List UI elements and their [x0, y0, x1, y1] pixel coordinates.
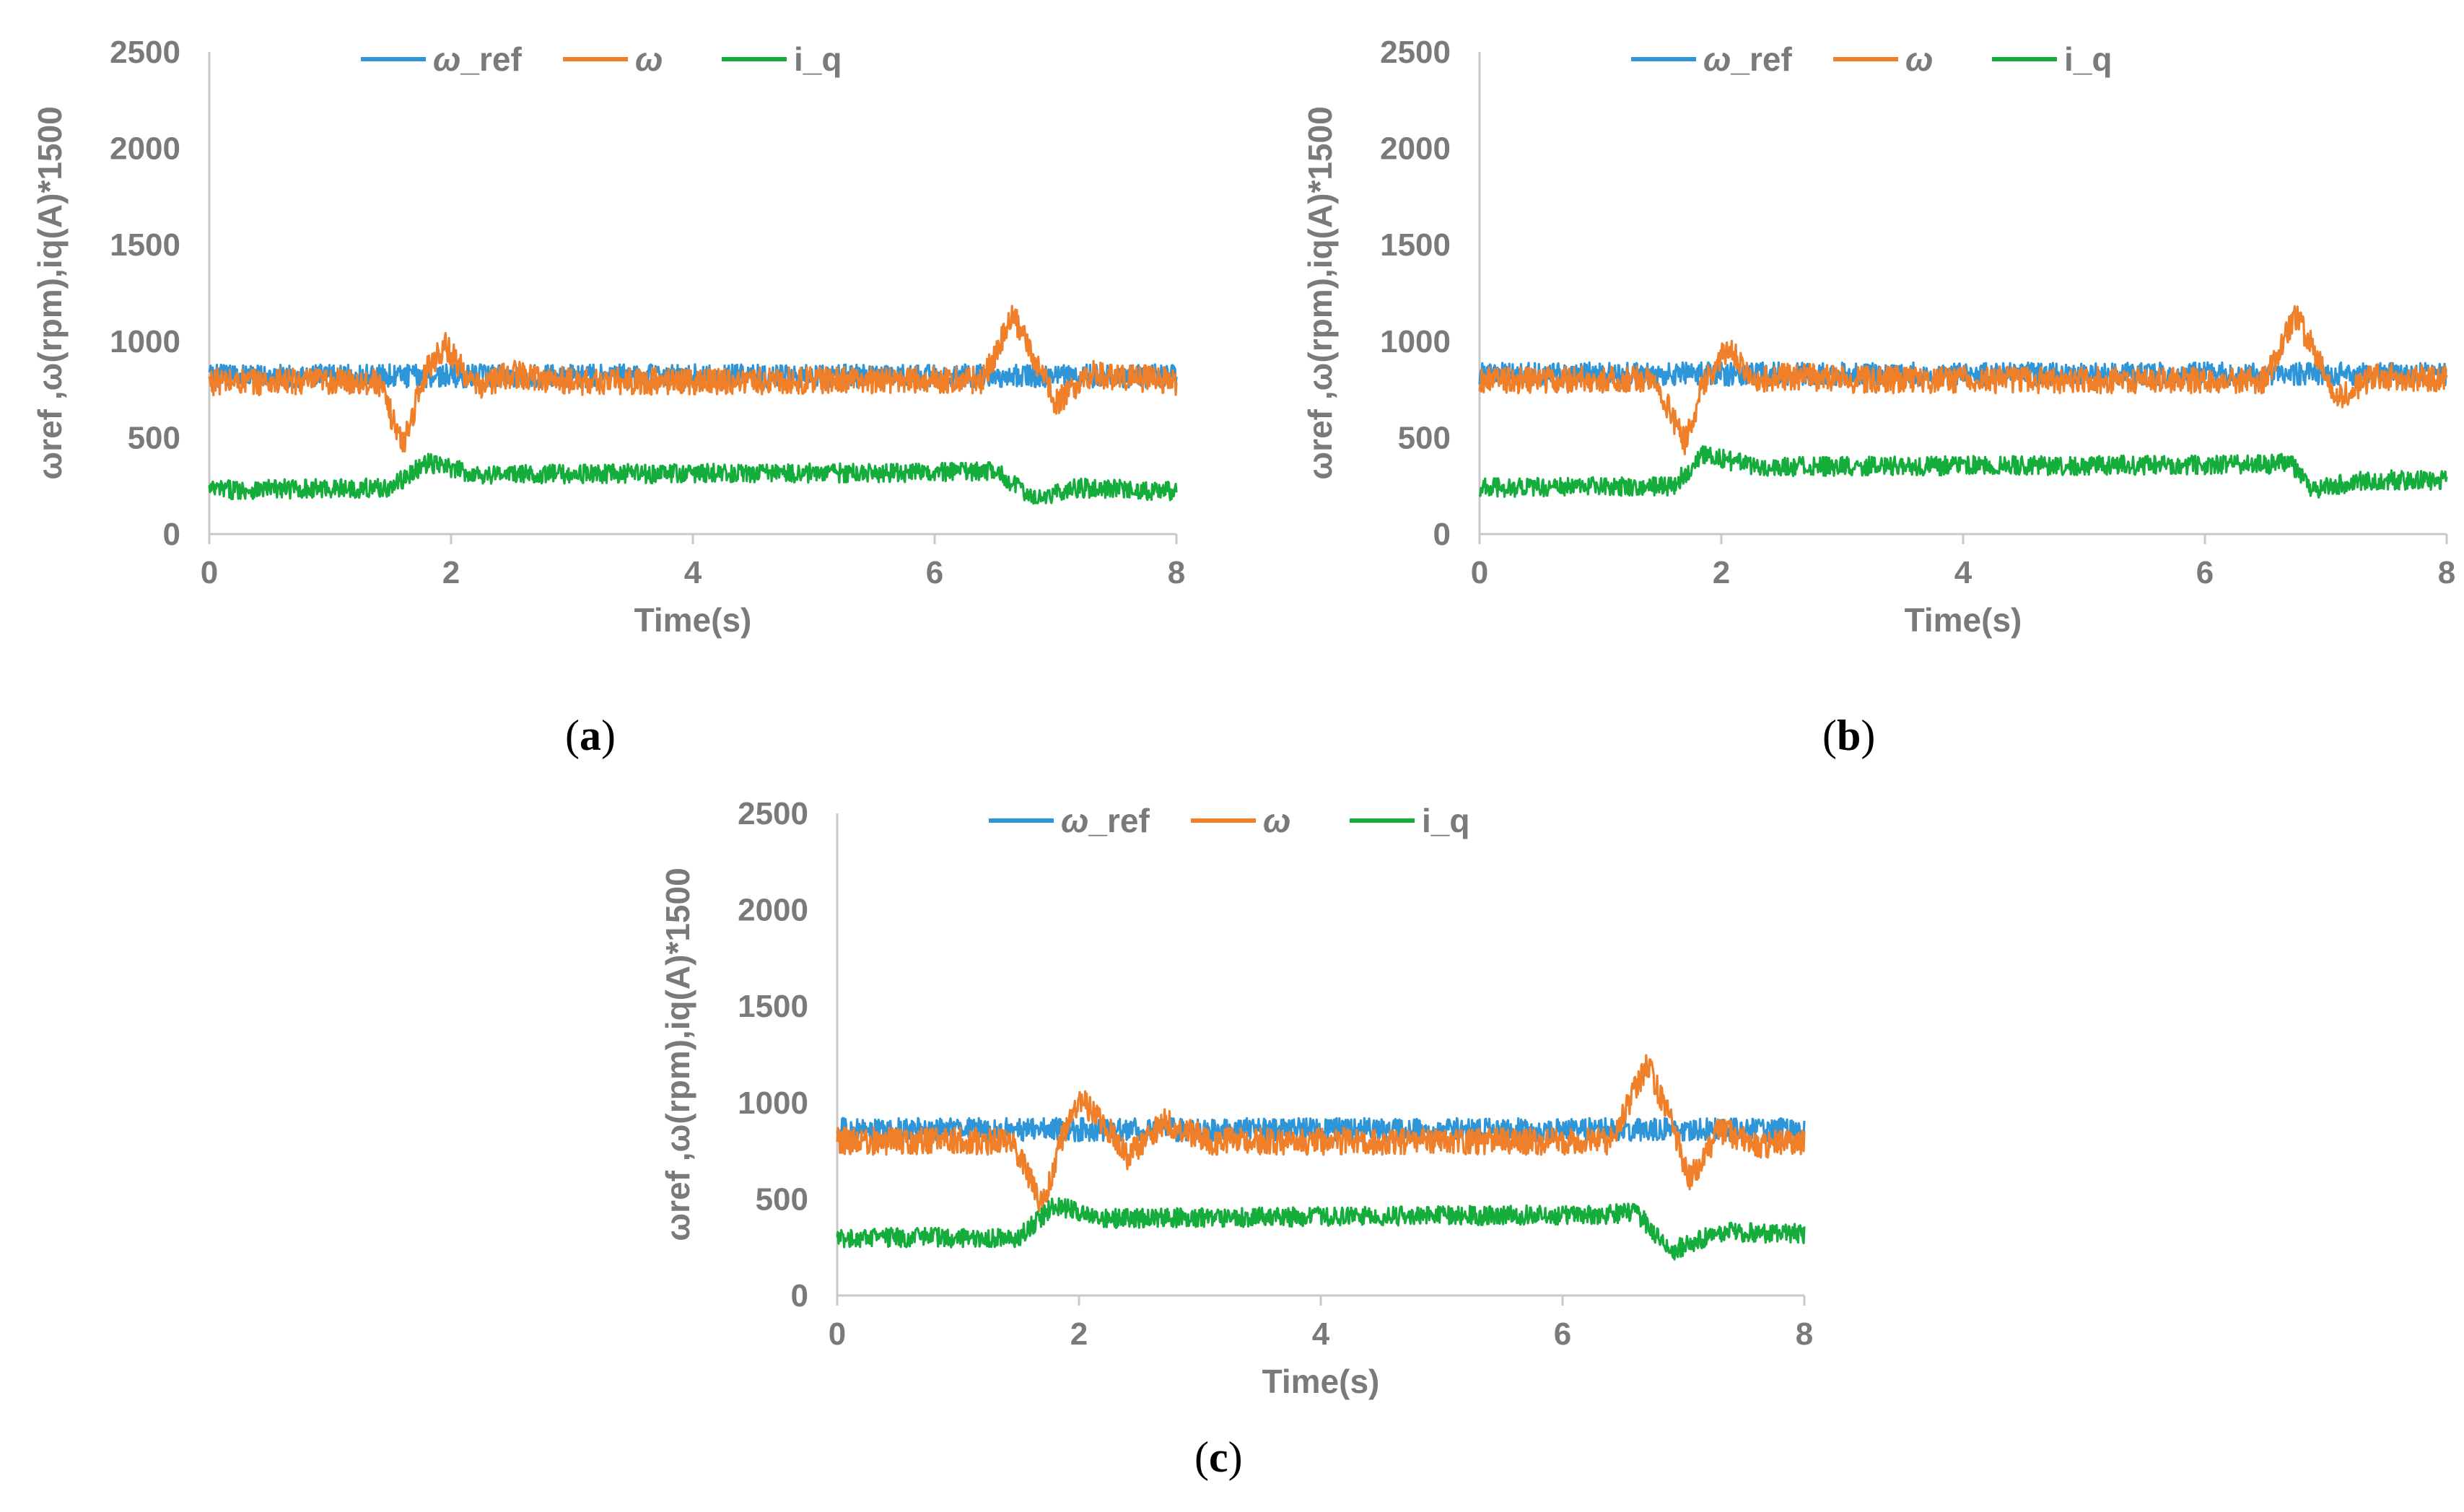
x-tick-label: 8: [1796, 1316, 1813, 1352]
x-tick-label: 0: [201, 555, 218, 590]
x-tick-label: 2: [1713, 555, 1730, 590]
y-tick-label: 1000: [738, 1085, 808, 1121]
y-tick-label: 500: [128, 420, 180, 455]
y-tick-label: 1500: [1380, 227, 1451, 263]
legend-label-w-ref: ω_ref: [433, 40, 522, 78]
legend-label-i-q: i_q: [794, 40, 842, 78]
y-tick-label: 2500: [738, 796, 808, 831]
series-line-w: [208, 305, 1178, 453]
caption-letter: a: [579, 712, 601, 759]
chart-a: 0 500 1000 1500 2000 2500 0 2 4 6 8 Time(s) ωref ,ω(…: [31, 35, 1185, 639]
caption-b: (b): [1822, 712, 1876, 759]
x-tick-label: 2: [442, 555, 460, 590]
series-line-w: [1478, 305, 2448, 455]
y-axis-title: ωref ,ω(rpm),iq(A)*1500: [659, 868, 696, 1241]
x-tick-label: 4: [684, 555, 702, 590]
y-tick-label: 2000: [738, 893, 808, 928]
x-tick-label: 6: [2196, 555, 2214, 590]
legend-label-w-ref: ω_ref: [1061, 802, 1150, 839]
y-tick-label: 0: [1433, 517, 1451, 552]
y-tick-label: 1000: [1380, 324, 1451, 359]
y-axis-title: ωref ,ω(rpm),iq(A)*1500: [1301, 106, 1339, 479]
chart-panel-c: 0 500 1000 1500 2000 2500 0 2 4 6 8 Time(s) ωref ,ω(…: [657, 790, 1813, 1400]
caption-letter: b: [1836, 712, 1861, 759]
caption-a: (a): [565, 712, 616, 759]
y-tick-label: 0: [163, 517, 180, 552]
legend-label-w-ref: ω_ref: [1703, 40, 1792, 78]
y-tick-label: 2500: [110, 35, 180, 70]
y-tick-label: 1500: [110, 227, 180, 263]
y-tick-label: 2000: [1380, 131, 1451, 167]
x-tick-label: 4: [1954, 555, 1972, 590]
x-axis-title: Time(s): [634, 601, 752, 639]
series-line-i-q: [208, 453, 1178, 505]
chart-c: 0 500 1000 1500 2000 2500 0 2 4 6 8 Time(s) ωref ,ω(…: [659, 796, 1813, 1400]
y-axis-title: ωref ,ω(rpm),iq(A)*1500: [31, 106, 69, 479]
y-tick-label: 1000: [110, 324, 180, 359]
x-tick-label: 0: [1471, 555, 1488, 590]
y-tick-label: 1500: [738, 989, 808, 1024]
y-tick-label: 2000: [110, 131, 180, 167]
series-line-w: [836, 1054, 1806, 1218]
x-tick-label: 8: [2438, 555, 2455, 590]
y-tick-label: 500: [756, 1181, 808, 1217]
x-axis-title: Time(s): [1905, 601, 2022, 639]
legend-label-w: ω: [1263, 802, 1290, 839]
x-tick-label: 2: [1070, 1316, 1088, 1352]
chart-panel-b: 0 500 1000 1500 2000 2500 0 2 4 6 8 Time(s) ωref ,ω(…: [1299, 29, 2455, 639]
x-axis-title: Time(s): [1262, 1363, 1380, 1400]
x-tick-label: 6: [1554, 1316, 1571, 1352]
caption-c: (c): [1194, 1433, 1243, 1481]
legend-label-w: ω: [1905, 40, 1933, 78]
legend-label-w: ω: [635, 40, 663, 78]
chart-panel-a: 0 500 1000 1500 2000 2500 0 2 4 6 8 Time(s) ωref ,ω(…: [29, 29, 1185, 639]
x-tick-label: 0: [829, 1316, 846, 1352]
x-tick-label: 8: [1168, 555, 1185, 590]
y-tick-label: 2500: [1380, 35, 1451, 70]
caption-letter: c: [1208, 1433, 1228, 1481]
series-line-i-q: [836, 1197, 1806, 1261]
y-tick-label: 0: [791, 1278, 808, 1314]
x-tick-label: 6: [926, 555, 943, 590]
legend-label-i-q: i_q: [2064, 40, 2112, 78]
y-tick-label: 500: [1398, 420, 1451, 455]
chart-b: 0 500 1000 1500 2000 2500 0 2 4 6 8 Time(s) ωref ,ω(…: [1301, 35, 2455, 639]
x-tick-label: 4: [1312, 1316, 1330, 1352]
series-line-i-q: [1478, 445, 2448, 499]
legend-label-i-q: i_q: [1422, 802, 1469, 839]
